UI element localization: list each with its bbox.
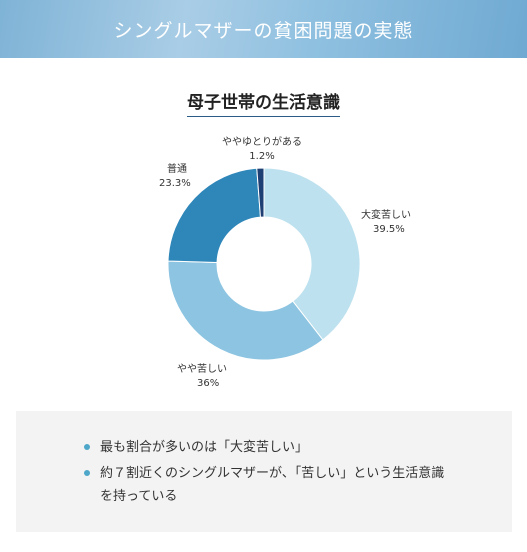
slice-0-value: 39.5% [373,224,405,235]
slice-1-name: やや苦しい [177,364,227,375]
bullet-dot-icon [84,470,90,476]
slice-2-name: 普通 [167,164,187,175]
header-banner: シングルマザーの貧困問題の実態 [0,0,527,58]
donut-slice-0 [263,167,361,341]
summary-text: 最も割合が多いのは「大変苦しい」 [100,440,309,455]
page-title: シングルマザーの貧困問題の実態 [113,19,414,42]
slice-1-value: 36% [197,378,220,389]
slice-0-name: 大変苦しい [361,210,411,221]
donut-slice-1 [167,260,324,361]
slice-label-3: ややゆとりがある 1.2% [214,136,310,164]
summary-list: 最も割合が多いのは「大変苦しい」 約７割近くのシングルマザーが、「苦しい」という… [84,436,450,508]
chart-title-text: 母子世帯の生活意識 [187,88,340,117]
slice-label-0: 大変苦しい 39.5% [361,209,411,237]
slice-2-value: 23.3% [159,178,191,189]
summary-text: 約７割近くのシングルマザーが、「苦しい」という生活意識を持っている [100,466,445,504]
slice-label-2: 普通 23.3% [159,163,191,191]
summary-box: 最も割合が多いのは「大変苦しい」 約７割近くのシングルマザーが、「苦しい」という… [16,411,512,532]
slice-3-value: 1.2% [249,151,275,162]
summary-item: 約７割近くのシングルマザーが、「苦しい」という生活意識を持っている [84,462,450,508]
chart-title: 母子世帯の生活意識 [0,88,527,117]
donut-slice-2 [167,167,261,264]
slice-3-name: ややゆとりがある [222,137,302,148]
summary-item: 最も割合が多いのは「大変苦しい」 [84,436,450,459]
bullet-dot-icon [84,444,90,450]
donut-slice-3 [256,167,265,218]
slice-label-1: やや苦しい 36% [177,363,227,391]
